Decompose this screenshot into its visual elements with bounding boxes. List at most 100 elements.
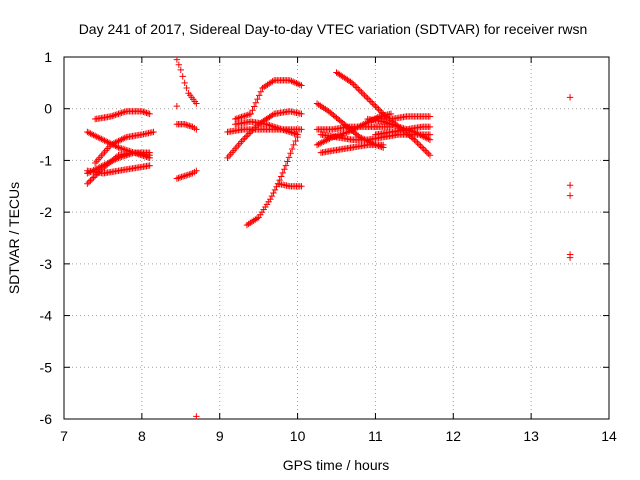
data-point — [178, 173, 185, 181]
data-point — [263, 121, 270, 128]
data-point — [242, 133, 250, 140]
data-point — [376, 107, 384, 114]
axis-ticks — [63, 56, 610, 420]
data-point — [241, 134, 248, 142]
data-point — [118, 145, 125, 152]
data-point — [119, 153, 127, 160]
data-point — [255, 92, 263, 99]
data-point — [250, 103, 258, 110]
data-point — [313, 141, 321, 149]
data-point — [277, 125, 284, 133]
data-point — [343, 129, 350, 136]
data-point — [110, 140, 118, 147]
data-point — [241, 112, 248, 120]
data-point — [244, 131, 251, 139]
data-point — [412, 138, 420, 145]
data-point — [112, 111, 119, 119]
data-point — [290, 141, 297, 149]
data-point — [418, 132, 426, 140]
data-point — [321, 137, 329, 145]
data-point — [119, 145, 127, 153]
data-point — [239, 136, 247, 143]
data-point — [99, 136, 107, 143]
data-point — [390, 122, 398, 129]
data-point — [348, 79, 356, 87]
data-point — [98, 163, 105, 170]
x-tick-label: 9 — [216, 428, 224, 444]
data-point — [415, 141, 423, 148]
data-point — [414, 130, 421, 137]
data-point — [115, 137, 122, 145]
data-point — [179, 73, 186, 80]
data-point — [273, 183, 280, 191]
data-point — [96, 163, 104, 171]
data-point — [266, 122, 273, 129]
data-point — [144, 110, 152, 117]
data-point — [119, 135, 127, 142]
data-point — [285, 154, 293, 161]
data-point — [423, 148, 431, 156]
data-point — [389, 121, 396, 128]
data-point — [359, 90, 367, 97]
data-point — [414, 139, 421, 147]
data-point — [252, 99, 260, 107]
data-point — [88, 175, 96, 183]
data-point — [102, 138, 110, 145]
data-point — [109, 112, 116, 120]
data-point — [566, 182, 574, 189]
data-point — [275, 125, 283, 132]
data-point — [110, 112, 118, 119]
data-point — [118, 153, 125, 161]
data-point — [278, 173, 285, 180]
data-point — [370, 101, 378, 108]
data-point — [107, 141, 114, 149]
data-point — [181, 121, 188, 128]
data-point — [113, 138, 121, 146]
data-point — [90, 131, 97, 139]
data-point — [418, 144, 426, 151]
data-point — [146, 149, 153, 156]
data-point — [278, 126, 286, 133]
x-tick-label: 7 — [60, 428, 68, 444]
data-point — [99, 162, 107, 169]
y-tick-label: -3 — [40, 256, 53, 272]
data-point — [294, 133, 301, 141]
y-tick-label: -5 — [40, 359, 53, 375]
data-point — [235, 114, 242, 122]
data-point — [85, 178, 93, 186]
x-tick-label: 11 — [368, 428, 383, 444]
data-point — [292, 130, 300, 138]
data-point — [87, 177, 94, 184]
data-point — [118, 136, 125, 143]
x-axis-label: GPS time / hours — [283, 457, 390, 473]
data-point — [233, 115, 241, 122]
data-point — [183, 84, 190, 92]
data-point — [274, 124, 281, 132]
data-point — [121, 152, 128, 159]
chart-title: Day 241 of 2017, Sidereal Day-to-day VTE… — [79, 21, 588, 37]
data-point — [246, 111, 253, 118]
x-tick-label: 12 — [445, 428, 461, 444]
data-point — [341, 129, 349, 137]
data-point — [271, 123, 278, 131]
data-point — [88, 131, 96, 138]
data-point — [186, 122, 193, 129]
data-point — [351, 82, 359, 90]
data-point — [316, 140, 324, 147]
data-point — [104, 138, 111, 146]
data-point — [93, 165, 100, 172]
data-point — [315, 140, 322, 148]
data-point — [107, 158, 114, 165]
data-point — [84, 170, 91, 177]
data-point — [338, 130, 346, 138]
data-points — [84, 56, 574, 420]
data-point — [356, 87, 364, 94]
data-point — [183, 172, 190, 179]
data-point — [186, 171, 193, 178]
data-point — [187, 123, 195, 130]
data-point — [282, 162, 290, 169]
data-point — [141, 109, 149, 116]
data-point — [90, 167, 97, 174]
data-point — [193, 126, 200, 133]
data-point — [116, 137, 124, 144]
